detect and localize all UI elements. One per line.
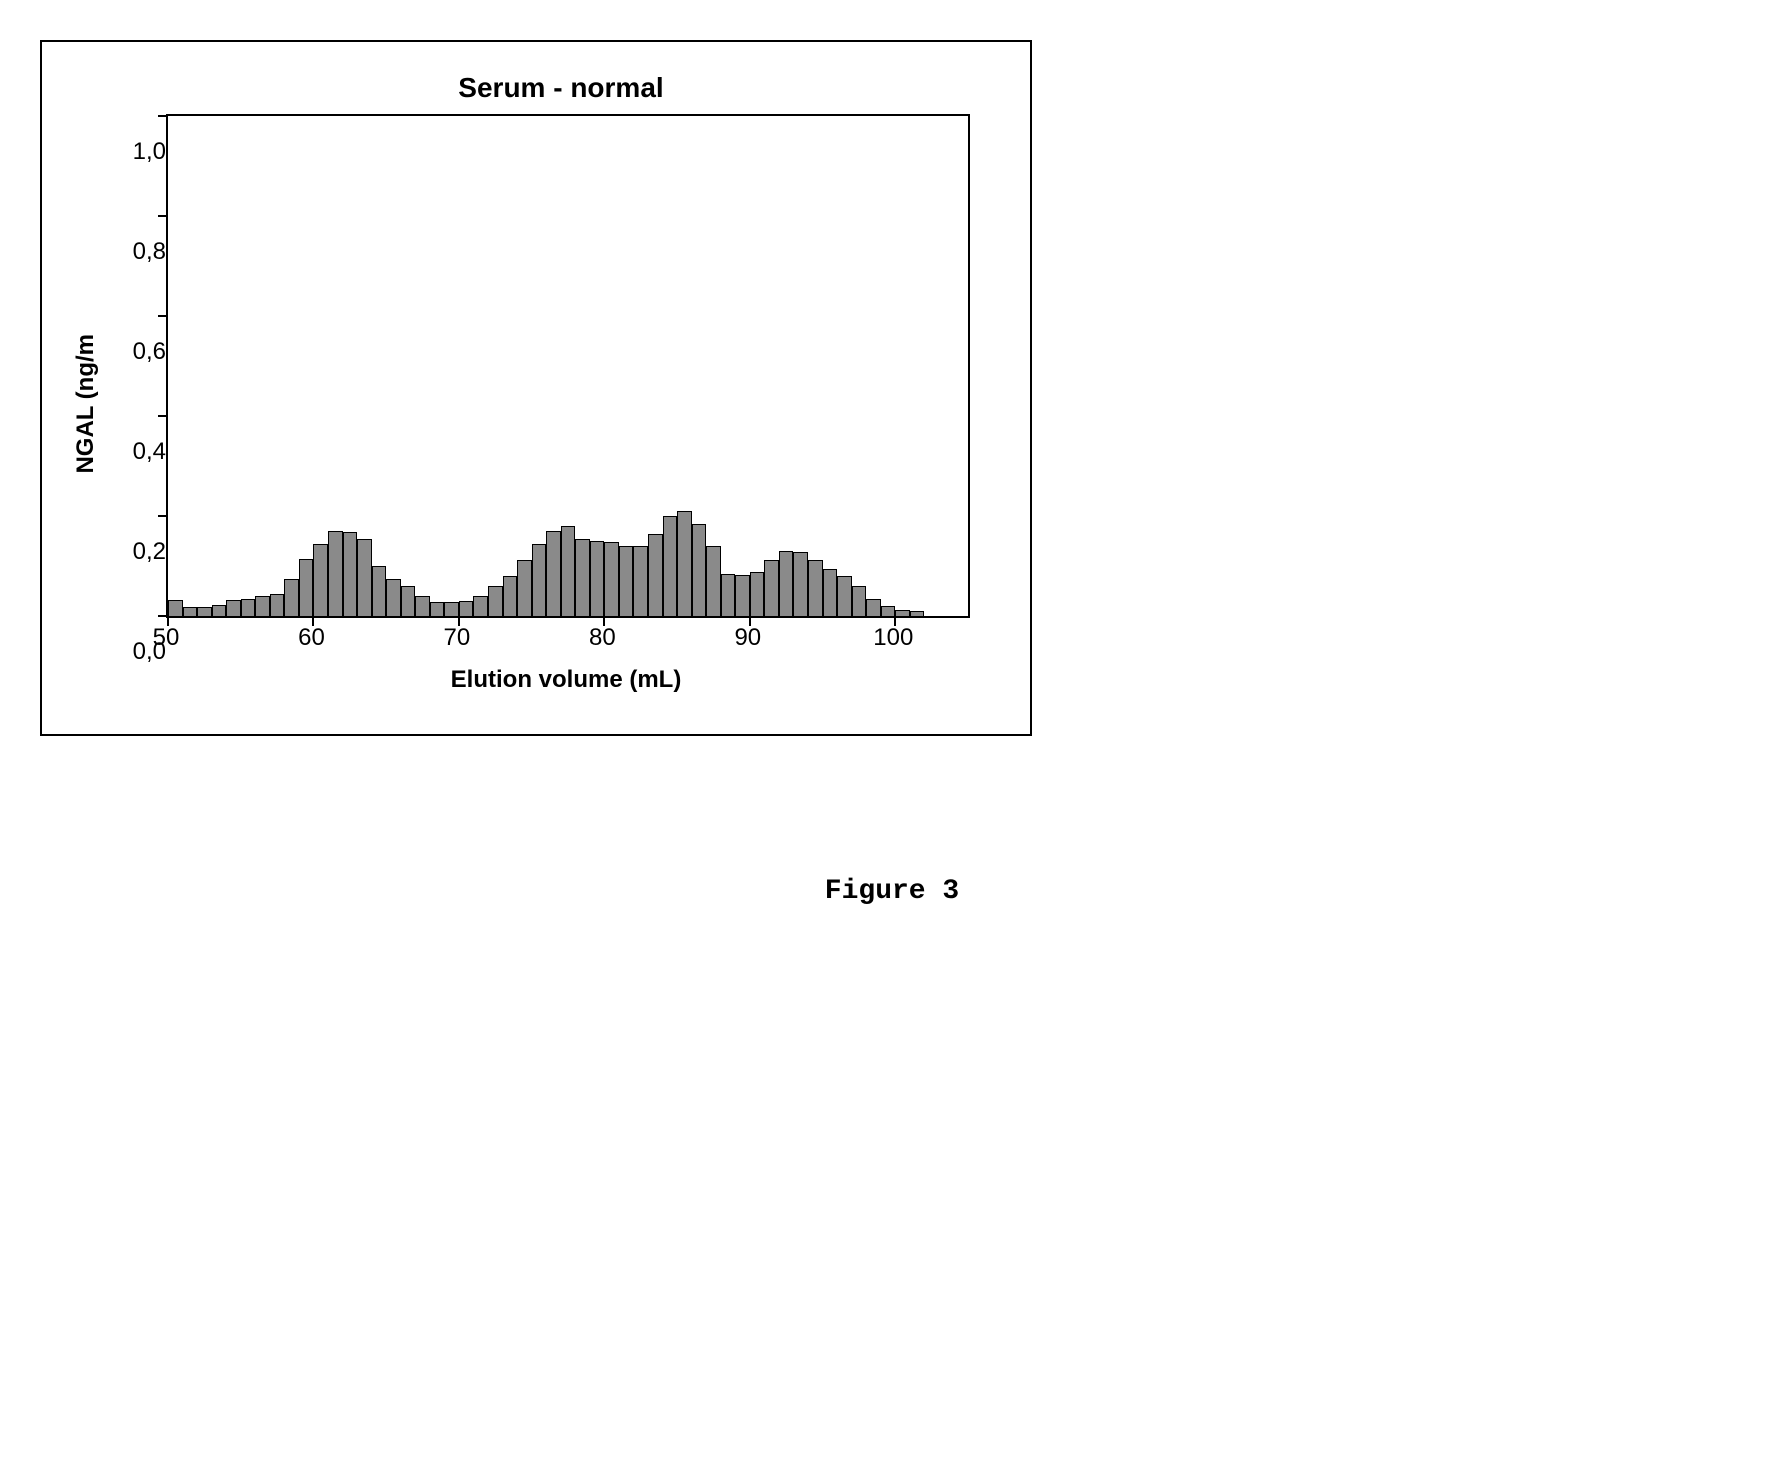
bar	[779, 551, 794, 616]
bar	[910, 611, 925, 616]
bar	[299, 559, 314, 617]
bar	[284, 579, 299, 617]
bar	[372, 566, 387, 616]
bar	[444, 602, 459, 616]
bars-container	[168, 116, 968, 616]
bar	[692, 524, 707, 617]
chart-title: Serum - normal	[72, 72, 970, 104]
x-tick-label: 60	[298, 624, 325, 652]
chart-outer-frame: Serum - normal NGAL (ng/m 1,00,80,60,40,…	[40, 40, 1032, 736]
bar	[488, 586, 503, 616]
x-tick-label: 80	[589, 624, 616, 652]
x-axis-ticks: 5060708090100	[166, 618, 966, 654]
y-tick-mark	[158, 315, 168, 317]
y-axis-ticks: 1,00,80,60,40,20,0	[108, 154, 166, 654]
bar	[866, 599, 881, 617]
bar	[168, 600, 183, 617]
bar	[721, 574, 736, 617]
bar	[401, 586, 416, 616]
bar	[793, 552, 808, 616]
bar	[677, 511, 692, 616]
x-tick-label: 90	[734, 624, 761, 652]
bar	[837, 576, 852, 616]
y-tick-mark	[158, 215, 168, 217]
chart-container: Serum - normal NGAL (ng/m 1,00,80,60,40,…	[72, 72, 970, 694]
bar	[663, 516, 678, 616]
bar	[255, 596, 270, 616]
bar	[459, 601, 474, 616]
bar	[895, 610, 910, 616]
bar	[415, 596, 430, 616]
x-tick-label: 100	[873, 624, 913, 652]
x-tick-label: 50	[153, 624, 180, 652]
bar	[590, 541, 605, 616]
bar	[212, 605, 227, 616]
y-tick-mark	[158, 115, 168, 117]
bar	[357, 539, 372, 617]
figure-caption: Figure 3	[40, 876, 1744, 907]
bar	[503, 576, 518, 616]
bar	[808, 560, 823, 617]
bar	[386, 579, 401, 617]
bar	[852, 586, 867, 616]
bar	[313, 544, 328, 617]
bar	[764, 560, 779, 616]
bar	[648, 534, 663, 617]
chart-body: NGAL (ng/m 1,00,80,60,40,20,0 50 60 70 80 90…	[72, 114, 970, 694]
bar	[183, 607, 198, 616]
bar	[197, 607, 212, 616]
bar	[750, 572, 765, 616]
y-tick-mark	[158, 415, 168, 417]
x-tick-label: 70	[444, 624, 471, 652]
bar	[546, 531, 561, 616]
bar	[343, 532, 358, 616]
bar	[619, 546, 634, 616]
bar	[473, 596, 488, 616]
y-axis-label: NGAL (ng/m	[72, 334, 100, 474]
bar	[561, 526, 576, 616]
bar	[430, 602, 445, 616]
bar	[226, 600, 241, 617]
bar	[823, 569, 838, 617]
bar	[706, 546, 721, 616]
bar	[881, 606, 896, 616]
bar	[604, 542, 619, 616]
bar	[735, 575, 750, 616]
plot-area	[166, 114, 970, 618]
y-tick-mark	[158, 515, 168, 517]
bar	[633, 546, 648, 616]
bar	[241, 599, 256, 617]
bar	[517, 560, 532, 617]
bar	[270, 594, 285, 617]
bar	[532, 544, 547, 617]
bar	[575, 539, 590, 617]
bar	[328, 531, 343, 616]
x-axis-label: Elution volume (mL)	[166, 666, 966, 694]
